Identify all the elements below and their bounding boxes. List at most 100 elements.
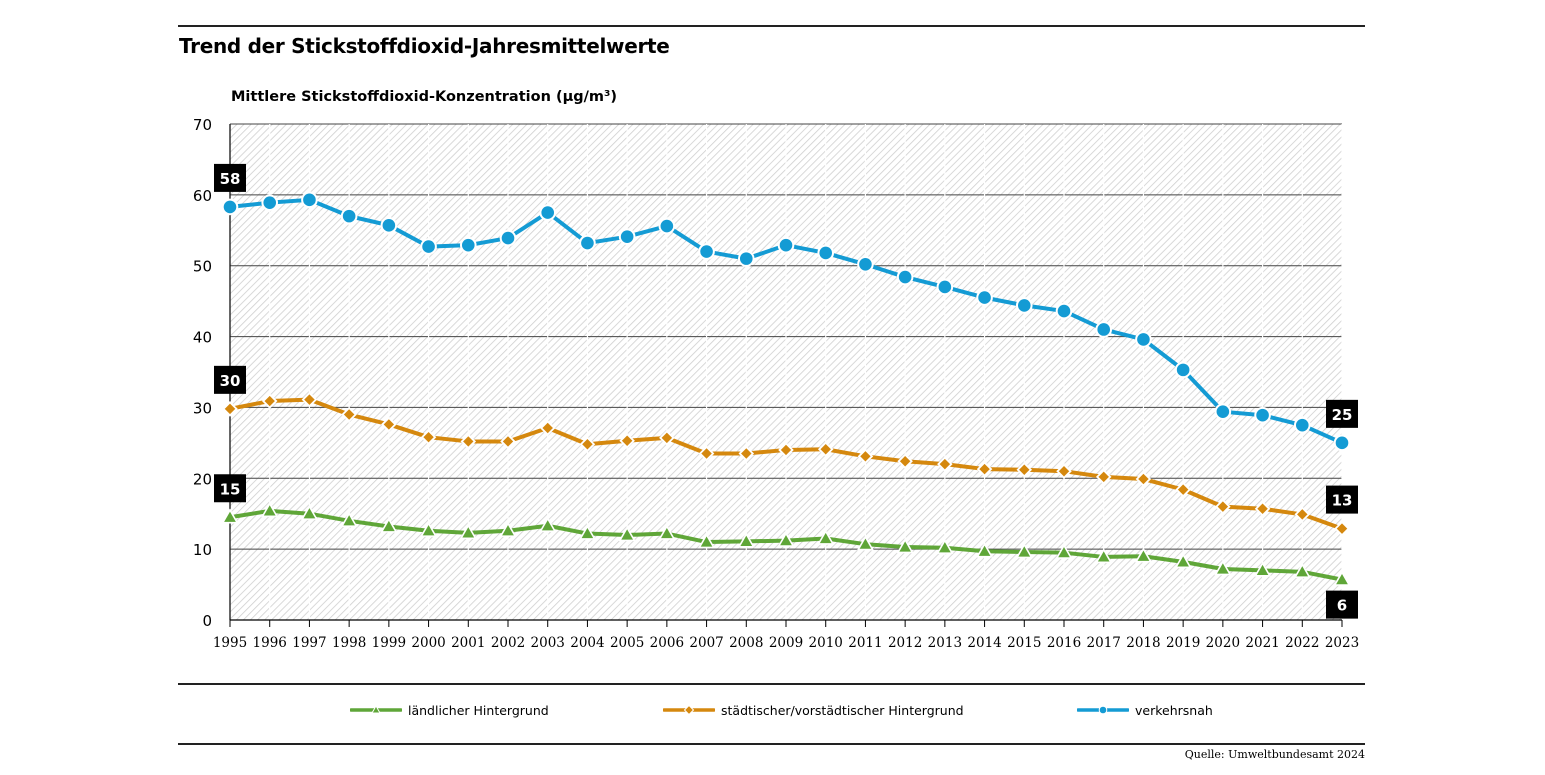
x-tick-label: 2005 [610,635,644,651]
data-point [658,217,676,235]
data-point [539,516,557,532]
x-tick-label: 1999 [372,635,406,651]
data-point [579,436,596,453]
x-tick-label: 2023 [1325,635,1359,651]
value-badge-label: 58 [220,170,241,188]
data-point [1055,543,1073,559]
data-point [301,391,318,408]
data-point [459,236,477,254]
data-point [499,229,517,247]
data-point [221,508,239,524]
data-point [1055,302,1073,320]
y-tick-label: 30 [193,399,212,417]
value-badge-label: 13 [1332,492,1353,510]
data-point [1135,471,1152,487]
data-point [698,445,715,462]
data-point [777,531,795,547]
x-tick-label: 2015 [1007,635,1041,651]
data-point [777,236,795,254]
data-point [300,504,319,520]
data-point [261,502,279,518]
data-point [1254,406,1271,424]
value-badge [214,365,246,394]
data-point [937,456,953,472]
data-point [1214,560,1232,576]
data-point [1095,321,1113,338]
data-point [857,448,874,465]
data-point [301,191,318,209]
y-tick-label: 20 [193,470,212,488]
data-point [539,204,557,221]
data-point [1293,416,1311,434]
data-point [221,198,239,216]
data-point [459,524,477,540]
circle-marker-icon [1077,705,1129,715]
legend-item-laendlich: ländlicher Hintergrund [350,700,549,720]
data-point [1214,403,1232,420]
y-tick-label: 40 [193,329,212,347]
data-point [737,532,755,548]
x-tick-label: 2018 [1126,635,1160,651]
legend-item-staedtisch: städtischer/vorstädtischer Hintergrund [663,700,964,720]
data-point [380,517,398,533]
data-point [697,533,716,549]
data-point [1095,548,1113,564]
x-tick-label: 2003 [531,635,565,651]
data-point [1333,570,1351,586]
data-point [460,433,477,450]
value-badge [214,163,246,192]
data-point [897,453,913,470]
value-badge [1326,590,1358,619]
data-point [340,207,358,225]
data-point [659,430,675,446]
value-badge-label: 25 [1332,406,1353,424]
data-point [578,524,597,540]
data-point [778,442,794,458]
chart-title: Trend der Stickstoffdioxid-Jahresmittelw… [179,34,670,58]
data-point [737,250,755,267]
data-point [618,526,636,542]
data-point [1056,463,1072,479]
x-tick-label: 2020 [1206,635,1240,651]
data-point [1134,547,1153,563]
x-tick-label: 1996 [253,635,287,651]
x-tick-label: 2002 [491,635,525,651]
x-tick-label: 2022 [1285,635,1319,651]
data-point [1015,543,1033,559]
data-point [340,511,358,528]
legend-label-staedtisch: städtischer/vorstädtischer Hintergrund [721,702,964,718]
x-tick-label: 2013 [928,635,962,651]
data-point [619,432,635,449]
x-tick-label: 2016 [1047,635,1081,651]
data-point [1294,506,1311,523]
data-point [618,228,636,245]
data-point [261,393,278,409]
data-point [817,529,835,545]
data-point [936,278,954,296]
data-point [817,441,834,458]
value-badge [1326,399,1358,428]
data-point [936,538,954,554]
data-point [1135,331,1152,348]
y-axis-label: Mittlere Stickstoffdioxid-Konzentration … [231,89,618,105]
x-tick-label: 2011 [848,635,882,651]
data-point [976,461,993,477]
data-point [500,433,516,450]
source-note: Quelle: Umweltbundesamt 2024 [1184,748,1365,761]
data-point [1095,469,1112,485]
bottom-rule [178,743,1365,745]
data-point [499,521,517,537]
data-point [420,429,437,445]
x-tick-label: 2007 [689,635,723,651]
y-tick-label: 0 [202,612,212,630]
diamond-marker-icon [663,704,715,716]
data-point [976,289,993,306]
data-point [1253,561,1272,577]
data-point [1334,520,1350,537]
legend-item-verkehr: verkehrsnah [1077,700,1213,720]
x-tick-label: 2017 [1087,635,1121,651]
y-tick-label: 70 [193,116,212,134]
data-point [857,255,874,273]
data-point [380,217,398,234]
